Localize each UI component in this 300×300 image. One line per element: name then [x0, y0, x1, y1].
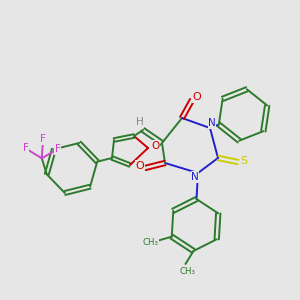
- Text: CH₃: CH₃: [143, 238, 159, 247]
- Text: F: F: [23, 143, 29, 153]
- Text: F: F: [40, 134, 46, 144]
- Text: S: S: [240, 156, 247, 166]
- Text: CH₃: CH₃: [179, 268, 196, 277]
- Text: N: N: [208, 118, 216, 128]
- Text: O: O: [151, 141, 159, 151]
- Text: F: F: [55, 144, 61, 154]
- Text: H: H: [136, 117, 144, 127]
- Text: N: N: [191, 172, 199, 182]
- Text: O: O: [193, 92, 201, 102]
- Text: O: O: [136, 161, 144, 171]
